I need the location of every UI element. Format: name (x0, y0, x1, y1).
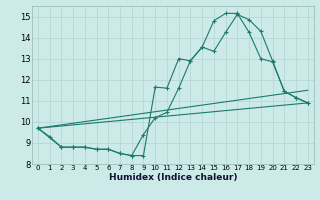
X-axis label: Humidex (Indice chaleur): Humidex (Indice chaleur) (108, 173, 237, 182)
